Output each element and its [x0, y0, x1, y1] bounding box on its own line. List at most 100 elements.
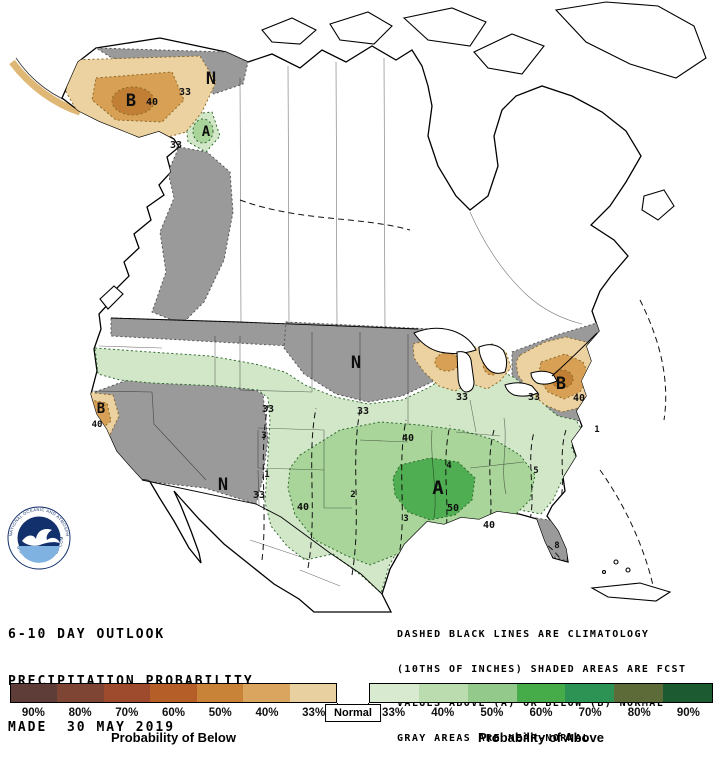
- lake-huron: [478, 344, 508, 374]
- climatology-line: [529, 431, 535, 521]
- map-label-a: A: [202, 124, 211, 140]
- us-canada-border-east: [551, 332, 598, 377]
- map-label-40: 40: [92, 420, 103, 430]
- province-border: [335, 61, 338, 328]
- province-border: [287, 65, 290, 325]
- legend-percent-label: 50%: [480, 707, 504, 719]
- aleutian-shading-band: [9, 59, 82, 116]
- map-label-33: 33: [170, 140, 182, 151]
- map-label-1: 1: [264, 470, 269, 480]
- noaa-emblem-sea: [18, 546, 60, 563]
- title-line-outlook: 6-10 DAY OUTLOOK: [8, 627, 166, 642]
- map-label-33: 33: [262, 404, 274, 415]
- legend-percent-label: 90%: [676, 707, 700, 719]
- newfoundland-island: [641, 189, 675, 221]
- map-label-a: A: [432, 477, 444, 499]
- map-label-40: 40: [146, 97, 158, 108]
- climatology-line: [351, 409, 361, 576]
- legend: Normal 90% 80% 70% 60% 50% 40% 33% 33% 40% 50% 60…: [10, 683, 713, 753]
- arctic-island: [261, 17, 317, 45]
- state-border: [249, 539, 311, 561]
- map-label-33: 33: [357, 406, 369, 417]
- state-border: [239, 389, 313, 393]
- map-label-40: 40: [297, 502, 309, 513]
- legend-caption-above: Probability of Above: [478, 730, 604, 745]
- state-border: [91, 390, 153, 393]
- cuba-island: [590, 582, 672, 602]
- islands: [99, 1, 707, 602]
- legend-percent-label: 80%: [68, 707, 92, 719]
- state-border: [455, 431, 501, 437]
- climatology-lines-ocean: [599, 299, 667, 591]
- note-line: VALUES ABOVE (A) OR BELOW (B) NORMAL: [397, 698, 665, 709]
- legend-cell-above-70%: [565, 684, 615, 702]
- map-label-n: N: [206, 69, 216, 89]
- legend-percent-label: 90%: [21, 707, 45, 719]
- province-border: [469, 211, 583, 325]
- map-label-4: 4: [446, 461, 452, 471]
- region-above-40-se-alaska: [192, 118, 214, 144]
- legend-cell-above-40%: [418, 684, 468, 702]
- legend-bar-above: [369, 683, 713, 703]
- map-label-b: B: [97, 401, 105, 417]
- state-border: [469, 399, 477, 433]
- legend-percent-label: 70%: [578, 707, 602, 719]
- note-line: DASHED BLACK LINES ARE CLIMATOLOGY: [397, 629, 650, 640]
- note-line: GRAY AREAS ARE NEAR-NORMAL: [397, 732, 590, 744]
- legend-bar-below: [10, 683, 337, 703]
- legend-cell-above-33%: [370, 684, 419, 702]
- state-border: [257, 427, 325, 431]
- map-label-5: 5: [533, 466, 538, 476]
- international-borders: [110, 317, 598, 595]
- climatology-line: [599, 469, 655, 591]
- lake-ontario: [530, 370, 558, 385]
- region-below-50-northeast-core: [550, 369, 574, 389]
- legend-percent-label: 40%: [255, 707, 279, 719]
- legend-percent-label: 70%: [115, 707, 139, 719]
- map-label-1: 1: [594, 425, 599, 435]
- climatology-line: [397, 419, 407, 561]
- region-below-50-alaska-core: [111, 86, 155, 116]
- legend-cell-above-50%: [467, 684, 517, 702]
- baffin-island: [473, 33, 545, 75]
- bahamas-island: [613, 559, 619, 565]
- map-label-33: 33: [179, 87, 191, 98]
- region-below-40-wisconsin: [434, 352, 460, 372]
- legend-normal-box: Normal: [325, 704, 381, 722]
- state-border: [359, 439, 409, 443]
- map-label-b: B: [126, 91, 136, 111]
- legend-percent-label: 60%: [529, 707, 553, 719]
- legend-cell-below-50%: [196, 684, 244, 702]
- arctic-island: [329, 11, 393, 45]
- state-border: [503, 417, 507, 495]
- legend-labels-above: 33% 40% 50% 60% 70% 80% 90%: [369, 707, 713, 719]
- us-mexico-border: [141, 479, 383, 595]
- state-border: [469, 461, 525, 469]
- arctic-island: [402, 7, 487, 47]
- note-line: (10THS OF INCHES) SHADED AREAS ARE FCST: [397, 663, 687, 675]
- noaa-logo: NATIONAL OCEANIC AND ATMOSPHERIC ADMINIS…: [7, 506, 71, 570]
- legend-cell-below-40%: [243, 684, 290, 702]
- map-label-2: 2: [350, 490, 355, 500]
- state-border: [431, 429, 436, 519]
- map-label-3: 3: [403, 514, 408, 524]
- legend-caption-below: Probability of Below: [111, 730, 236, 745]
- state-border: [98, 345, 163, 349]
- legend-cell-below-33%: [289, 684, 336, 702]
- map-label-n: N: [351, 353, 361, 373]
- map-label-n: N: [218, 475, 228, 495]
- map-label-33: 33: [253, 490, 265, 501]
- map-label-40: 40: [573, 393, 585, 404]
- greenland-coast: [554, 1, 707, 79]
- notes-block: DASHED BLACK LINES ARE CLIMATOLOGY (10TH…: [397, 606, 686, 759]
- legend-percent-label: 40%: [431, 707, 455, 719]
- noaa-emblem-gull-icon: [22, 529, 60, 546]
- province-border: [383, 57, 386, 330]
- legend-labels-below: 90% 80% 70% 60% 50% 40% 33%: [10, 707, 337, 719]
- bahamas-island: [625, 567, 631, 573]
- climatology-line: [307, 407, 317, 569]
- vancouver-island: [99, 285, 124, 310]
